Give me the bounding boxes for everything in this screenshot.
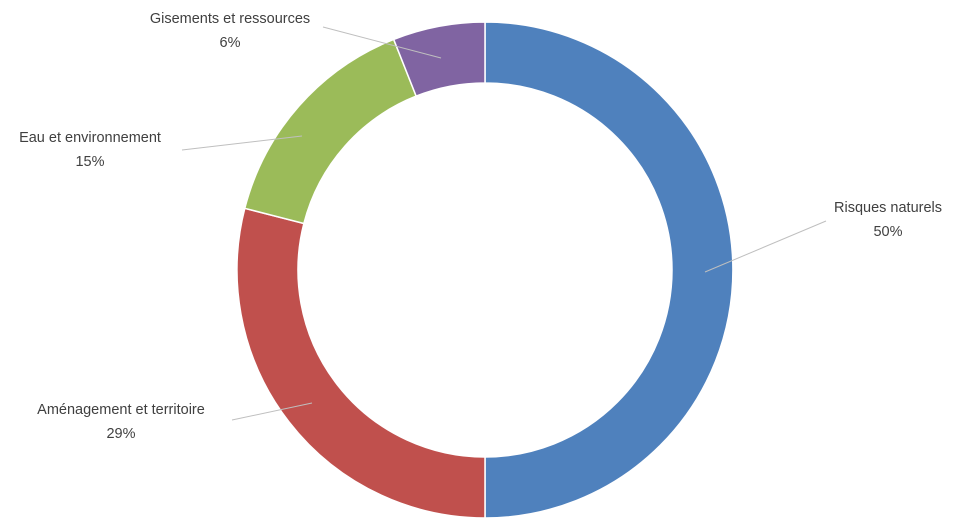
leader-line-risques-naturels — [704, 220, 827, 273]
labels-group: Risques naturels 50% Aménagement et territ… — [19, 11, 942, 442]
leader-line-gisements-et-ressources — [322, 26, 442, 59]
category-label-eau-et-environnement: Eau et environnement — [19, 130, 161, 146]
category-label-amenagement-et-territoire: Aménagement et territoire — [37, 402, 205, 418]
value-label-risques-naturels: 50% — [873, 224, 902, 240]
category-label-gisements-et-ressources: Gisements et ressources — [150, 11, 310, 27]
leader-lines-group — [181, 26, 827, 421]
value-label-eau-et-environnement: 15% — [75, 154, 104, 170]
slice-gisements-et-ressources — [392, 21, 486, 98]
value-label-gisements-et-ressources: 6% — [220, 35, 241, 51]
leader-line-eau-et-environnement — [181, 135, 303, 151]
slices-group — [236, 21, 734, 518]
value-label-amenagement-et-territoire: 29% — [106, 426, 135, 442]
slice-amenagement-et-territoire — [236, 207, 486, 518]
category-label-risques-naturels: Risques naturels — [834, 200, 942, 216]
slice-eau-et-environnement — [243, 38, 418, 225]
leader-line-amenagement-et-territoire — [231, 402, 313, 421]
slice-risques-naturels — [484, 21, 734, 518]
